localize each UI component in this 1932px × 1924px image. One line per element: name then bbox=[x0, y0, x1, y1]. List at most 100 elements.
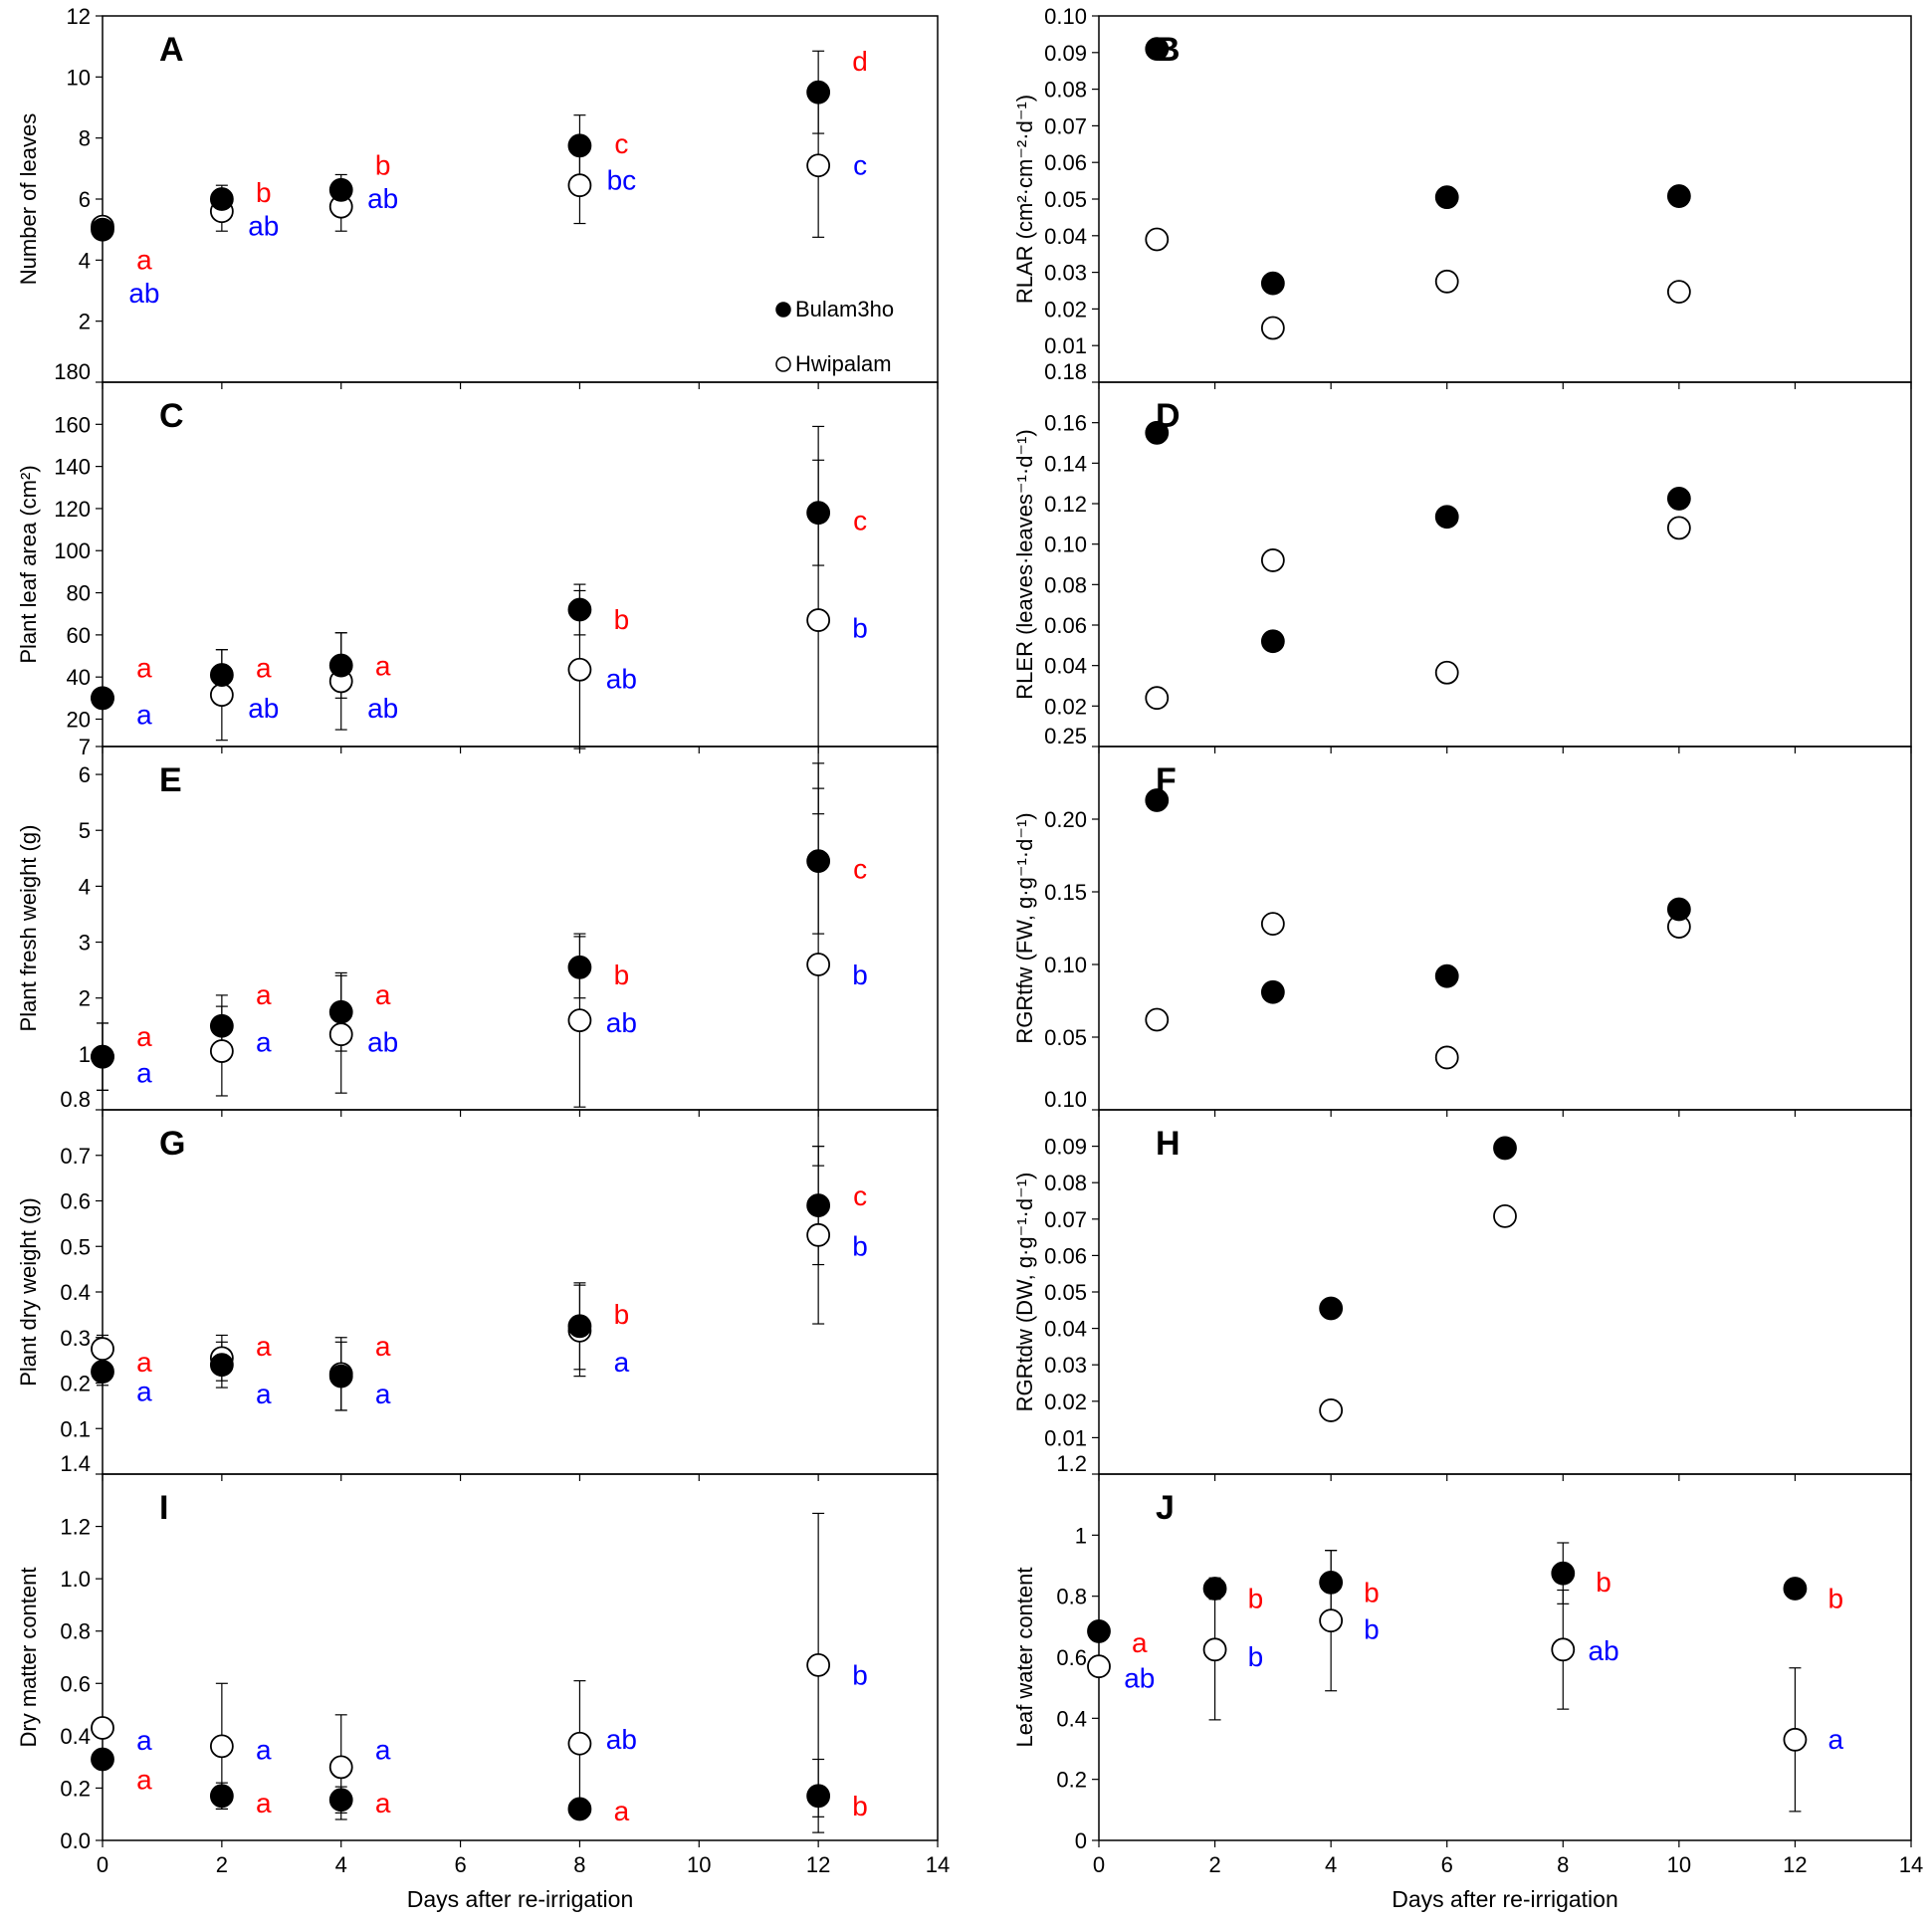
y-tick-label: 0.04 bbox=[1044, 224, 1087, 249]
point-bulam3ho bbox=[1434, 505, 1459, 530]
point-hwipalam bbox=[91, 1716, 114, 1740]
y-tick-label: 0.18 bbox=[1044, 359, 1087, 384]
x-tick-label: 12 bbox=[806, 1852, 830, 1877]
y-tick-label: 12 bbox=[67, 4, 91, 29]
y-tick-label: 0.04 bbox=[1044, 654, 1087, 679]
point-bulam3ho bbox=[328, 1788, 353, 1813]
significance-letter: ab bbox=[606, 1007, 637, 1038]
point-bulam3ho bbox=[567, 1797, 592, 1821]
point-bulam3ho bbox=[1260, 629, 1285, 654]
point-bulam3ho bbox=[1319, 1296, 1344, 1321]
point-hwipalam bbox=[91, 1337, 114, 1362]
point-bulam3ho bbox=[1145, 788, 1170, 812]
point-bulam3ho bbox=[1145, 37, 1170, 62]
x-tick-label: 12 bbox=[1783, 1852, 1807, 1877]
y-axis-title: Plant leaf area (cm²) bbox=[16, 465, 41, 663]
y-axis-title: Plant fresh weight (g) bbox=[16, 825, 41, 1032]
y-tick-label: 0.1 bbox=[60, 1416, 91, 1441]
y-tick-label: 4 bbox=[79, 874, 91, 899]
y-tick-label: 0.06 bbox=[1044, 150, 1087, 175]
y-tick-label: 2 bbox=[79, 310, 91, 334]
point-hwipalam bbox=[1666, 280, 1691, 305]
y-tick-label: 0.2 bbox=[1056, 1768, 1087, 1793]
significance-letter: a bbox=[136, 244, 152, 275]
y-tick-label: 6 bbox=[79, 187, 91, 212]
y-tick-label: 6 bbox=[79, 762, 91, 787]
point-hwipalam bbox=[1145, 686, 1170, 711]
legend-label-hwipalam: Hwipalam bbox=[795, 351, 892, 376]
significance-letter: b bbox=[852, 1791, 868, 1821]
point-bulam3ho bbox=[328, 1364, 353, 1389]
significance-letter: ab bbox=[1589, 1635, 1619, 1666]
x-tick-label: 4 bbox=[335, 1852, 347, 1877]
point-hwipalam bbox=[1319, 1608, 1344, 1633]
y-tick-label: 0.4 bbox=[60, 1724, 91, 1749]
y-tick-label: 1.2 bbox=[60, 1515, 91, 1540]
point-bulam3ho bbox=[209, 187, 234, 211]
y-tick-label: 0.05 bbox=[1044, 1025, 1087, 1050]
point-hwipalam bbox=[1202, 1637, 1227, 1662]
plot-frame bbox=[102, 1109, 939, 1475]
point-bulam3ho bbox=[567, 133, 592, 158]
point-bulam3ho bbox=[328, 177, 353, 202]
significance-letter: ab bbox=[606, 663, 637, 694]
point-bulam3ho bbox=[91, 1044, 114, 1069]
point-bulam3ho bbox=[328, 999, 353, 1024]
y-tick-label: 0.08 bbox=[1044, 1171, 1087, 1195]
panel-i: 0.0 0.2 0.4 0.6 0.8 1.0 1.2 1.4 0 2 4 6 8 10 12 14 Days … bbox=[16, 1451, 950, 1912]
y-tick-label: 1.4 bbox=[60, 1451, 91, 1476]
point-bulam3ho bbox=[806, 1193, 831, 1217]
panel-c: 7 20 40 60 80 100 120 140 160 180 Plant leaf area … bbox=[16, 359, 939, 815]
significance-letter: b bbox=[1596, 1567, 1611, 1598]
y-tick-label: 0.09 bbox=[1044, 41, 1087, 66]
significance-letter: c bbox=[853, 1180, 867, 1211]
plot-frame bbox=[1098, 15, 1912, 383]
x-tick-label: 6 bbox=[454, 1852, 466, 1877]
significance-letter: b bbox=[1827, 1584, 1843, 1614]
y-tick-label: 0.10 bbox=[1044, 4, 1087, 29]
panel-label: A bbox=[159, 31, 184, 69]
panel-b: 0.01 0.02 0.03 0.04 0.05 0.06 0.07 0.08 0.09 0.10… bbox=[1012, 4, 1912, 389]
point-hwipalam bbox=[209, 1734, 234, 1759]
point-bulam3ho bbox=[91, 217, 114, 242]
y-tick-label: 7 bbox=[79, 735, 91, 759]
point-hwipalam bbox=[1434, 660, 1459, 685]
point-hwipalam bbox=[209, 1039, 234, 1063]
panel-label: E bbox=[159, 761, 182, 799]
significance-letter: a bbox=[375, 1331, 391, 1362]
significance-letter: a bbox=[136, 653, 152, 684]
significance-letter: a bbox=[375, 1788, 391, 1818]
y-tick-label: 0.0 bbox=[60, 1828, 91, 1853]
significance-letter: b bbox=[1364, 1613, 1380, 1644]
y-tick-label: 0.14 bbox=[1044, 451, 1087, 476]
significance-letter: c bbox=[853, 854, 867, 885]
point-bulam3ho bbox=[91, 686, 114, 711]
point-hwipalam bbox=[1666, 516, 1691, 540]
significance-letter: a bbox=[256, 1331, 272, 1362]
x-tick-label: 0 bbox=[1093, 1852, 1105, 1877]
point-bulam3ho bbox=[1551, 1561, 1576, 1586]
significance-letter: b bbox=[1248, 1641, 1264, 1672]
y-tick-label: 0.8 bbox=[60, 1087, 91, 1112]
point-hwipalam bbox=[209, 683, 234, 708]
point-hwipalam bbox=[1493, 1203, 1517, 1228]
y-tick-label: 80 bbox=[67, 581, 91, 606]
y-tick-label: 4 bbox=[79, 248, 91, 273]
significance-letter: a bbox=[256, 1788, 272, 1818]
x-tick-label: 6 bbox=[1441, 1852, 1453, 1877]
y-axis-title: Number of leaves bbox=[16, 113, 41, 285]
significance-letter: a bbox=[1132, 1627, 1148, 1658]
y-tick-label: 60 bbox=[67, 623, 91, 648]
significance-letter: b bbox=[375, 149, 391, 180]
point-hwipalam bbox=[806, 953, 831, 976]
significance-letter: a bbox=[136, 699, 152, 730]
point-bulam3ho bbox=[1260, 979, 1285, 1004]
y-tick-label: 2 bbox=[79, 986, 91, 1011]
y-tick-label: 160 bbox=[54, 412, 91, 437]
point-bulam3ho bbox=[1783, 1577, 1808, 1601]
x-tick-label: 4 bbox=[1325, 1852, 1337, 1877]
point-hwipalam bbox=[567, 173, 592, 198]
significance-letter: ab bbox=[367, 693, 398, 724]
point-bulam3ho bbox=[806, 501, 831, 526]
